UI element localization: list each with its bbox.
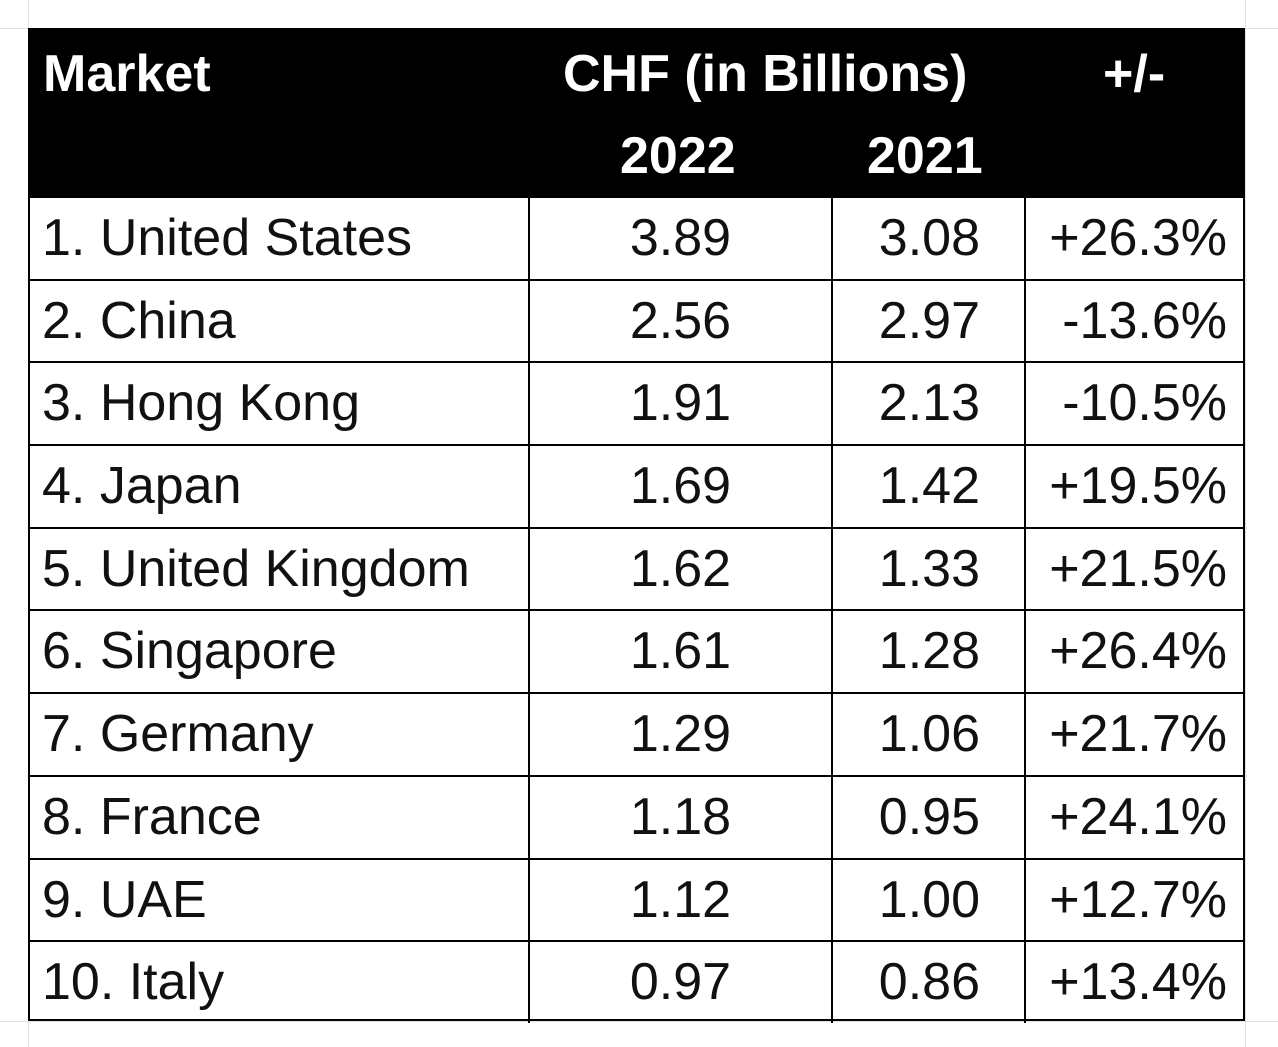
change-cell: +12.7% [1049,870,1227,929]
sheet-gridline [1245,0,1246,1047]
value-2022-cell: 1.61 [530,611,833,693]
table-row: 6. Singapore 1.61 1.28 +26.4% [30,609,1243,693]
table-header: Market CHF (in Billions) +/- 2022 2021 [30,30,1243,196]
table-row: 5. United Kingdom 1.62 1.33 +21.5% [30,526,1243,610]
value-2021-cell: 1.33 [833,528,1026,610]
market-cell: 1. United States [30,198,530,279]
header-market: Market [43,45,211,103]
market-cell: 3. Hong Kong [30,363,530,445]
change-cell: -10.5% [1062,374,1227,433]
market-cell: 7. Germany [30,694,530,775]
header-year-2021: 2021 [867,127,983,185]
table-row: 4. Japan 1.69 1.42 +19.5% [30,444,1243,527]
value-2021-cell: 1.00 [833,859,1026,941]
value-2021-cell: 1.42 [833,446,1026,527]
table-row: 3. Hong Kong 1.91 2.13 -10.5% [30,361,1243,445]
change-cell: -13.6% [1062,291,1227,350]
market-cell: 9. UAE [30,859,530,941]
value-2022-cell: 1.69 [530,446,833,527]
market-cell: 10. Italy [30,942,530,1023]
value-2021-cell: 1.06 [833,694,1026,775]
sheet-gridline [0,1021,1278,1022]
value-2021-cell: 2.97 [833,280,1026,362]
value-2022-cell: 0.97 [530,942,833,1023]
table-row: 10. Italy 0.97 0.86 +13.4% [30,940,1243,1023]
table-row: 2. China 2.56 2.97 -13.6% [30,278,1243,362]
value-2021-cell: 0.95 [833,776,1026,858]
table-row: 1. United States 3.89 3.08 +26.3% [30,196,1243,279]
table-body: 1. United States 3.89 3.08 +26.3% 2. China 2.… [30,196,1243,1023]
change-cell: +21.5% [1049,539,1227,598]
market-cell: 8. France [30,776,530,858]
change-cell: +13.4% [1049,953,1227,1012]
value-2022-cell: 3.89 [530,198,833,279]
value-2021-cell: 0.86 [833,942,1026,1023]
value-2022-cell: 1.91 [530,363,833,445]
table-row: 9. UAE 1.12 1.00 +12.7% [30,857,1243,941]
change-cell: +26.4% [1049,622,1227,681]
value-2022-cell: 2.56 [530,280,833,362]
header-year-2022: 2022 [620,127,736,185]
table-row: 8. France 1.18 0.95 +24.1% [30,774,1243,858]
change-cell: +19.5% [1049,457,1227,516]
change-cell: +21.7% [1049,705,1227,764]
header-change: +/- [1103,45,1166,103]
value-2021-cell: 2.13 [833,363,1026,445]
change-cell: +24.1% [1049,787,1227,846]
market-cell: 2. China [30,280,530,362]
market-cell: 5. United Kingdom [30,528,530,610]
market-cell: 4. Japan [30,446,530,527]
value-2021-cell: 1.28 [833,611,1026,693]
market-cell: 6. Singapore [30,611,530,693]
table-row: 7. Germany 1.29 1.06 +21.7% [30,692,1243,775]
market-table: Market CHF (in Billions) +/- 2022 2021 1… [28,28,1245,1023]
value-2022-cell: 1.12 [530,859,833,941]
value-2022-cell: 1.62 [530,528,833,610]
value-2022-cell: 1.29 [530,694,833,775]
change-cell: +26.3% [1049,209,1227,267]
header-currency: CHF (in Billions) [563,45,968,103]
value-2022-cell: 1.18 [530,776,833,858]
value-2021-cell: 3.08 [833,198,1026,279]
